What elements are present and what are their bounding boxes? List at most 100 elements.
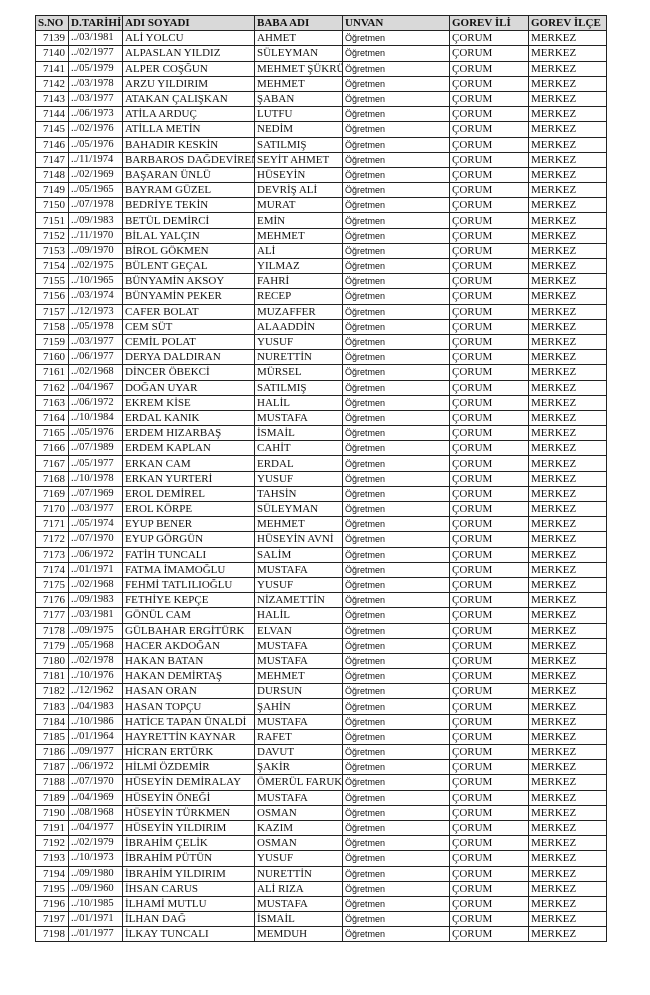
cell-birth-date: ../09/1980	[68, 865, 123, 882]
table-row: 7169 ../07/1969 EROL DEMİREL TAHSİN Öğretmen…	[35, 485, 607, 503]
cell-sno: 7190	[35, 804, 69, 821]
cell-province: ÇORUM	[449, 182, 529, 199]
cell-father-name: FAHRİ	[254, 273, 343, 290]
cell-father-name: MÜRSEL	[254, 364, 343, 381]
cell-full-name: İHSAN CARUS	[122, 880, 255, 897]
cell-full-name: DİNCER ÖBEKCİ	[122, 364, 255, 381]
cell-full-name: BETÜL DEMİRCİ	[122, 212, 255, 229]
cell-district: MERKEZ	[528, 728, 607, 746]
cell-district: MERKEZ	[528, 926, 607, 943]
cell-district: MERKEZ	[528, 895, 607, 913]
table-row: 7170 ../03/1977 EROL KÖRPE SÜLEYMAN Öğretmen…	[35, 500, 607, 518]
cell-sno: 7193	[35, 850, 69, 867]
cell-sno: 7170	[35, 500, 69, 518]
cell-province: ÇORUM	[449, 835, 529, 852]
table-row: 7144 ../06/1973 ATİLA ARDUÇ LUTFU Öğretmen ÇO…	[35, 106, 607, 123]
table-row: 7188 ../07/1970 HÜSEYİN DEMİRALAY ÖMERÜL FA…	[35, 774, 607, 791]
cell-title: Öğretmen	[342, 880, 450, 897]
cell-province: ÇORUM	[449, 728, 529, 746]
cell-full-name: İBRAHİM ÇELİK	[122, 835, 255, 852]
cell-title: Öğretmen	[342, 288, 450, 305]
cell-full-name: HİCRAN ERTÜRK	[122, 743, 255, 761]
cell-sno: 7161	[35, 364, 69, 381]
cell-title: Öğretmen	[342, 652, 450, 670]
cell-district: MERKEZ	[528, 166, 607, 184]
cell-province: ÇORUM	[449, 151, 529, 168]
cell-sno: 7154	[35, 257, 69, 275]
cell-birth-date: ../06/1972	[68, 546, 123, 563]
cell-sno: 7187	[35, 759, 69, 776]
cell-father-name: YUSUF	[254, 576, 343, 594]
cell-sno: 7168	[35, 470, 69, 487]
cell-province: ÇORUM	[449, 683, 529, 700]
cell-sno: 7174	[35, 561, 69, 578]
cell-birth-date: ../07/1989	[68, 440, 123, 457]
cell-district: MERKEZ	[528, 531, 607, 548]
table-row: 7185 ../01/1964 HAYRETTİN KAYNAR RAFET Öğret…	[35, 728, 607, 746]
cell-title: Öğretmen	[342, 227, 450, 244]
cell-birth-date: ../04/1983	[68, 698, 123, 715]
cell-sno: 7164	[35, 409, 69, 427]
cell-district: MERKEZ	[528, 774, 607, 791]
cell-province: ÇORUM	[449, 592, 529, 609]
cell-sno: 7173	[35, 546, 69, 563]
cell-sno: 7179	[35, 637, 69, 654]
cell-sno: 7181	[35, 668, 69, 685]
cell-title: Öğretmen	[342, 121, 450, 138]
cell-province: ÇORUM	[449, 576, 529, 594]
table-row: 7181 ../10/1976 HAKAN DEMİRTAŞ MEHMET Öğretm…	[35, 668, 607, 685]
cell-full-name: HASAN ORAN	[122, 683, 255, 700]
cell-district: MERKEZ	[528, 425, 607, 442]
cell-full-name: HÜSEYİN ÖNEĞİ	[122, 789, 255, 806]
cell-district: MERKEZ	[528, 318, 607, 335]
cell-district: MERKEZ	[528, 592, 607, 609]
cell-father-name: MUSTAFA	[254, 789, 343, 806]
cell-title: Öğretmen	[342, 865, 450, 882]
cell-full-name: İLHAMİ MUTLU	[122, 895, 255, 913]
cell-district: MERKEZ	[528, 242, 607, 260]
cell-province: ÇORUM	[449, 364, 529, 381]
table-row: 7180 ../02/1978 HAKAN BATAN MUSTAFA Öğretmen…	[35, 652, 607, 670]
cell-father-name: DURSUN	[254, 683, 343, 700]
cell-district: MERKEZ	[528, 759, 607, 776]
table-row: 7160 ../06/1977 DERYA DALDIRAN NURETTİN Öğre…	[35, 349, 607, 366]
cell-province: ÇORUM	[449, 30, 529, 47]
cell-father-name: MUSTAFA	[254, 561, 343, 578]
cell-district: MERKEZ	[528, 106, 607, 123]
cell-full-name: BARBAROS DAĞDEVİREN	[122, 151, 255, 168]
personnel-table: S.NO D.TARİHİ ADI SOYADI BABA ADI UNVAN …	[35, 14, 607, 943]
cell-district: MERKEZ	[528, 288, 607, 305]
table-row: 7142 ../03/1978 ARZU YILDIRIM MEHMET Öğretme…	[35, 75, 607, 92]
cell-province: ÇORUM	[449, 607, 529, 624]
cell-district: MERKEZ	[528, 485, 607, 503]
cell-title: Öğretmen	[342, 60, 450, 77]
cell-birth-date: ../10/1986	[68, 713, 123, 730]
cell-birth-date: ../02/1979	[68, 835, 123, 852]
cell-district: MERKEZ	[528, 151, 607, 168]
cell-sno: 7165	[35, 425, 69, 442]
cell-title: Öğretmen	[342, 45, 450, 62]
cell-full-name: FEHMİ TATLILIOĞLU	[122, 576, 255, 594]
cell-birth-date: ../05/1976	[68, 136, 123, 153]
header-sno: S.NO	[35, 14, 69, 32]
cell-title: Öğretmen	[342, 592, 450, 609]
cell-district: MERKEZ	[528, 45, 607, 62]
cell-father-name: YILMAZ	[254, 257, 343, 275]
cell-sno: 7158	[35, 318, 69, 335]
cell-full-name: HÜSEYİN TÜRKMEN	[122, 804, 255, 821]
cell-province: ÇORUM	[449, 516, 529, 533]
table-row: 7159 ../03/1977 CEMİL POLAT YUSUF Öğretmen ÇO…	[35, 333, 607, 351]
cell-full-name: HAYRETTİN KAYNAR	[122, 728, 255, 746]
cell-district: MERKEZ	[528, 257, 607, 275]
cell-birth-date: ../01/1964	[68, 728, 123, 746]
cell-full-name: ERDEM HIZARBAŞ	[122, 425, 255, 442]
cell-sno: 7176	[35, 592, 69, 609]
cell-birth-date: ../10/1976	[68, 668, 123, 685]
cell-birth-date: ../03/1974	[68, 288, 123, 305]
table-row: 7155 ../10/1965 BÜNYAMİN AKSOY FAHRİ Öğretme…	[35, 273, 607, 290]
cell-full-name: CEM SÜT	[122, 318, 255, 335]
cell-sno: 7167	[35, 455, 69, 472]
cell-full-name: İLHAN DAĞ	[122, 911, 255, 928]
cell-birth-date: ../02/1978	[68, 652, 123, 670]
table-row: 7194 ../09/1980 İBRAHİM YILDIRIM NURETTİN Öğ…	[35, 865, 607, 882]
